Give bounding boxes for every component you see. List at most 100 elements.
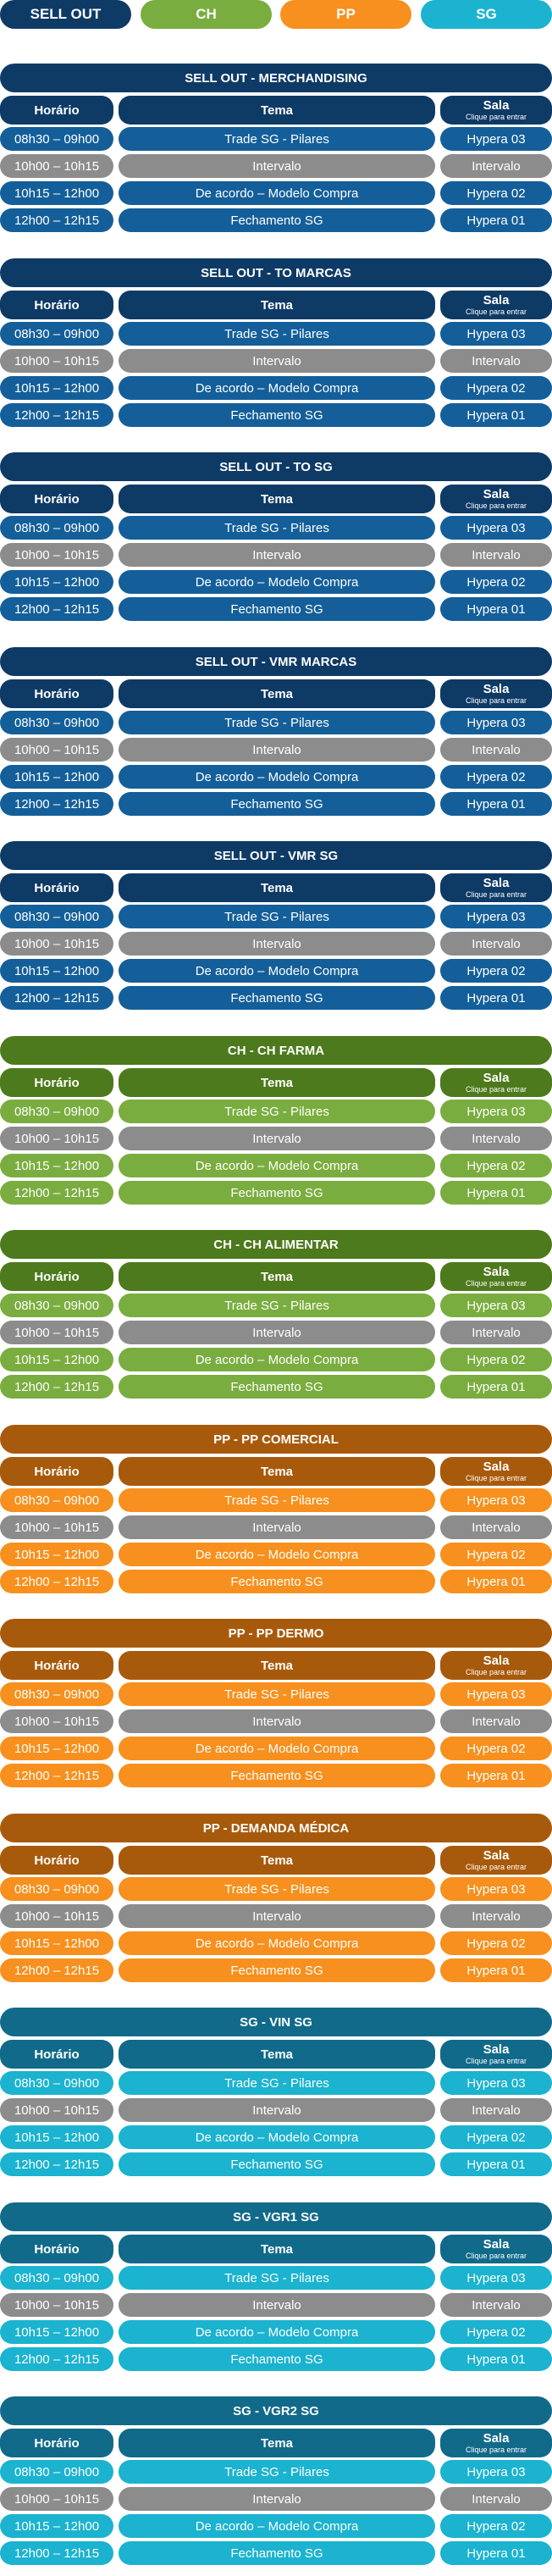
table-header: Horário Tema Sala Clique para entrar: [0, 291, 552, 319]
filter-tabs: SELL OUT CH PP SG: [0, 0, 552, 30]
sala-link[interactable]: Hypera 01: [440, 208, 552, 232]
sala-link[interactable]: Hypera 01: [440, 2541, 552, 2565]
header-horario: Horário: [0, 2429, 113, 2457]
header-tema: Tema: [119, 679, 435, 708]
row-sala: Intervalo: [440, 1515, 552, 1539]
sala-link[interactable]: Hypera 03: [440, 322, 552, 346]
table-row: 10h15 – 12h00 De acordo – Modelo Compra Hy…: [0, 570, 552, 594]
sala-link[interactable]: Hypera 02: [440, 1348, 552, 1371]
sala-link[interactable]: Hypera 03: [440, 1488, 552, 1512]
sala-link[interactable]: Hypera 02: [440, 959, 552, 983]
sala-link[interactable]: Hypera 01: [440, 1570, 552, 1593]
tab-pp[interactable]: PP: [280, 0, 411, 29]
table-row: 10h00 – 10h15 Intervalo Intervalo: [0, 154, 552, 178]
sala-link[interactable]: Hypera 03: [440, 2460, 552, 2484]
sala-link[interactable]: Hypera 03: [440, 905, 552, 928]
tab-sell-out[interactable]: SELL OUT: [0, 0, 131, 29]
header-tema: Tema: [119, 291, 435, 319]
sala-link[interactable]: Hypera 01: [440, 986, 552, 1010]
section-title: PP - DEMANDA MÉDICA: [0, 1814, 552, 1842]
header-sala-hint: Clique para entrar: [465, 1474, 527, 1482]
schedule-section: SELL OUT - TO SG Horário Tema Sala Clique pa…: [0, 452, 552, 632]
sala-link[interactable]: Hypera 03: [440, 2071, 552, 2095]
schedule-section: SG - VIN SG Horário Tema Sala Clique para en…: [0, 2008, 552, 2187]
row-tema: De acordo – Modelo Compra: [119, 570, 435, 594]
sala-link[interactable]: Hypera 02: [440, 570, 552, 594]
header-horario: Horário: [0, 1846, 113, 1875]
header-horario: Horário: [0, 2040, 113, 2069]
sala-link[interactable]: Hypera 02: [440, 376, 552, 400]
section-title: SELL OUT - MERCHANDISING: [0, 64, 552, 92]
header-tema: Tema: [119, 2429, 435, 2457]
row-time: 10h00 – 10h15: [0, 1904, 113, 1928]
sala-link[interactable]: Hypera 01: [440, 597, 552, 621]
sala-link[interactable]: Hypera 03: [440, 711, 552, 734]
table-header: Horário Tema Sala Clique para entrar: [0, 2040, 552, 2069]
sala-link[interactable]: Hypera 02: [440, 2514, 552, 2538]
sala-link[interactable]: Hypera 02: [440, 2320, 552, 2344]
row-tema: Fechamento SG: [119, 403, 435, 427]
row-time: 12h00 – 12h15: [0, 2541, 113, 2565]
sala-link[interactable]: Hypera 03: [440, 1877, 552, 1901]
sala-link[interactable]: Hypera 01: [440, 1181, 552, 1205]
sala-link[interactable]: Hypera 02: [440, 1154, 552, 1177]
header-horario: Horário: [0, 1262, 113, 1291]
table-row: 10h15 – 12h00 De acordo – Modelo Compra Hy…: [0, 1348, 552, 1371]
sala-link[interactable]: Hypera 01: [440, 2347, 552, 2371]
sala-link[interactable]: Hypera 02: [440, 765, 552, 789]
row-sala: Intervalo: [440, 2293, 552, 2317]
table-row: 10h00 – 10h15 Intervalo Intervalo: [0, 349, 552, 373]
sala-link[interactable]: Hypera 01: [440, 2152, 552, 2176]
table-header: Horário Tema Sala Clique para entrar: [0, 1262, 552, 1291]
row-sala: Intervalo: [440, 2098, 552, 2122]
sala-link[interactable]: Hypera 03: [440, 1682, 552, 1706]
row-tema: De acordo – Modelo Compra: [119, 765, 435, 789]
header-sala: Sala Clique para entrar: [440, 873, 552, 902]
row-tema: Trade SG - Pilares: [119, 2266, 435, 2290]
row-time: 12h00 – 12h15: [0, 2152, 113, 2176]
header-horario: Horário: [0, 1457, 113, 1486]
row-time: 10h00 – 10h15: [0, 2293, 113, 2317]
row-time: 12h00 – 12h15: [0, 1375, 113, 1399]
header-sala: Sala Clique para entrar: [440, 291, 552, 319]
header-tema: Tema: [119, 1846, 435, 1875]
row-tema: Fechamento SG: [119, 2541, 435, 2565]
row-tema: De acordo – Modelo Compra: [119, 2125, 435, 2149]
row-tema: De acordo – Modelo Compra: [119, 376, 435, 400]
schedule-section: SELL OUT - TO MARCAS Horário Tema Sala Cliqu…: [0, 258, 552, 438]
row-time: 12h00 – 12h15: [0, 1181, 113, 1205]
header-tema: Tema: [119, 2040, 435, 2069]
sala-link[interactable]: Hypera 02: [440, 1737, 552, 1760]
table-header: Horário Tema Sala Clique para entrar: [0, 1457, 552, 1486]
schedule-section: SG - VGR2 SG Horário Tema Sala Clique para e…: [0, 2396, 552, 2576]
table-row: 08h30 – 09h00 Trade SG - Pilares Hypera 03: [0, 516, 552, 540]
sala-link[interactable]: Hypera 03: [440, 516, 552, 540]
row-time: 10h00 – 10h15: [0, 1127, 113, 1150]
sala-link[interactable]: Hypera 02: [440, 1931, 552, 1955]
row-tema: De acordo – Modelo Compra: [119, 1543, 435, 1566]
row-time: 10h15 – 12h00: [0, 1931, 113, 1955]
table-row: 08h30 – 09h00 Trade SG - Pilares Hypera 03: [0, 2460, 552, 2484]
table-row: 12h00 – 12h15 Fechamento SG Hypera 01: [0, 1375, 552, 1399]
sala-link[interactable]: Hypera 01: [440, 403, 552, 427]
row-tema: Fechamento SG: [119, 2347, 435, 2371]
sala-link[interactable]: Hypera 03: [440, 127, 552, 151]
sala-link[interactable]: Hypera 02: [440, 2125, 552, 2149]
header-tema: Tema: [119, 1651, 435, 1680]
sala-link[interactable]: Hypera 01: [440, 1375, 552, 1399]
table-row: 12h00 – 12h15 Fechamento SG Hypera 01: [0, 597, 552, 621]
sala-link[interactable]: Hypera 01: [440, 792, 552, 816]
sala-link[interactable]: Hypera 01: [440, 1764, 552, 1787]
sala-link[interactable]: Hypera 01: [440, 1958, 552, 1982]
table-row: 08h30 – 09h00 Trade SG - Pilares Hypera 03: [0, 1682, 552, 1706]
sala-link[interactable]: Hypera 03: [440, 1100, 552, 1123]
sala-link[interactable]: Hypera 02: [440, 181, 552, 205]
header-sala-label: Sala: [483, 98, 510, 113]
sala-link[interactable]: Hypera 03: [440, 2266, 552, 2290]
tab-sg[interactable]: SG: [421, 0, 552, 29]
header-sala-hint: Clique para entrar: [465, 307, 527, 316]
sala-link[interactable]: Hypera 03: [440, 1294, 552, 1317]
tab-ch[interactable]: CH: [141, 0, 272, 29]
row-time: 08h30 – 09h00: [0, 1488, 113, 1512]
sala-link[interactable]: Hypera 02: [440, 1543, 552, 1566]
